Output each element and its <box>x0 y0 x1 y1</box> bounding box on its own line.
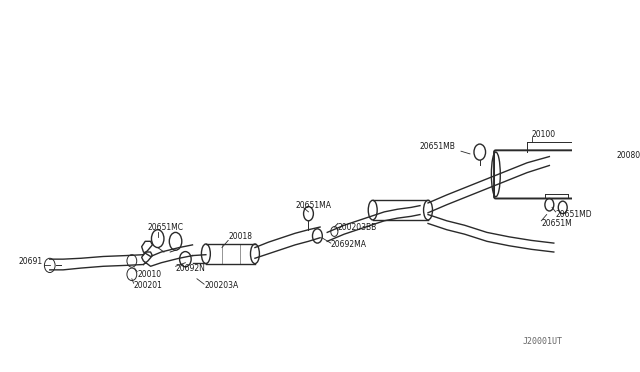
Text: 20651MC: 20651MC <box>148 224 184 232</box>
Text: 200203A: 200203A <box>204 282 238 291</box>
Text: 20651MB: 20651MB <box>420 142 456 151</box>
Text: 20691: 20691 <box>19 257 43 266</box>
Text: 200201: 200201 <box>134 282 163 291</box>
Text: 20010: 20010 <box>137 270 161 279</box>
Text: 20018: 20018 <box>228 232 252 241</box>
Text: 20100: 20100 <box>531 130 556 139</box>
Text: 20651M: 20651M <box>541 219 572 228</box>
Text: 200203BB: 200203BB <box>338 224 377 232</box>
Text: 20692N: 20692N <box>175 264 205 273</box>
Text: 20080M: 20080M <box>616 151 640 160</box>
Text: 20651MA: 20651MA <box>295 201 331 210</box>
Text: 20651MD: 20651MD <box>556 210 592 219</box>
Text: 20692MA: 20692MA <box>331 240 367 249</box>
Text: J20001UT: J20001UT <box>523 337 563 346</box>
